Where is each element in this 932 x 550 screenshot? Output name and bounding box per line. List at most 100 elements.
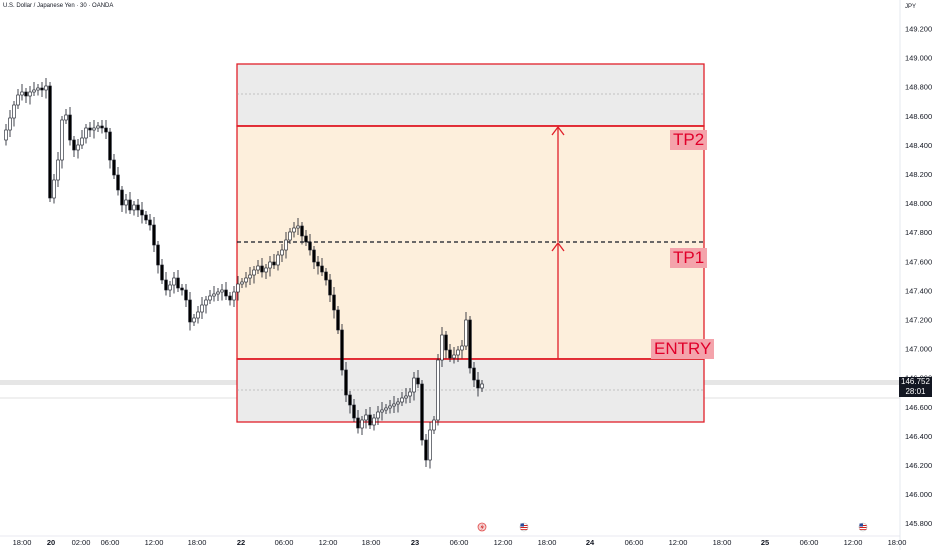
lower-gray-zone[interactable]: [236, 358, 705, 423]
candle-body: [360, 419, 364, 429]
candle-body: [164, 279, 168, 291]
candle-body: [100, 125, 104, 129]
candle-body: [316, 261, 320, 267]
candle-body: [332, 294, 336, 311]
time-tick-label: 25: [761, 538, 769, 547]
candle-body: [108, 131, 112, 161]
candle-body: [276, 254, 280, 266]
candle-body: [440, 334, 444, 361]
candle-body: [204, 299, 208, 306]
candle-body: [372, 417, 376, 426]
price-tick-label: 148.800: [905, 83, 932, 92]
candle-body: [412, 377, 416, 393]
candle-body: [124, 199, 128, 206]
candle-body: [336, 309, 340, 331]
time-tick-label: 12:00: [319, 538, 338, 547]
candle-body: [112, 159, 116, 176]
candle-body: [228, 295, 232, 301]
lightning-event-icon[interactable]: [477, 522, 487, 532]
candle-body: [84, 127, 88, 139]
candle-body: [232, 291, 236, 301]
candle-body: [156, 244, 160, 266]
candle-body: [452, 354, 456, 359]
candle-body: [480, 383, 484, 389]
price-tick-label: 148.200: [905, 170, 932, 179]
time-tick-label: 12:00: [494, 538, 513, 547]
candle-body: [168, 284, 172, 291]
price-tick-label: 146.200: [905, 461, 932, 470]
candle-body: [180, 287, 184, 291]
candle-body: [44, 85, 48, 91]
candle-body: [292, 227, 296, 233]
candle-body: [388, 405, 392, 409]
candle-body: [456, 349, 460, 356]
candle-body: [72, 139, 76, 151]
candle-body: [432, 419, 436, 431]
candle-body: [376, 411, 380, 419]
current-price-value: 146.752: [901, 377, 930, 386]
time-tick-label: 18:00: [188, 538, 207, 547]
candle-body: [476, 379, 480, 389]
candle-body: [244, 277, 248, 283]
candle-body: [312, 249, 316, 263]
candle-body: [128, 199, 132, 211]
candle-body: [132, 204, 136, 211]
candle-body: [320, 265, 324, 273]
candle-body: [148, 219, 152, 226]
symbol-title[interactable]: U.S. Dollar / Japanese Yen · 30 · OANDA: [3, 3, 114, 9]
price-tick-label: 147.400: [905, 286, 932, 295]
price-tick-label: 148.000: [905, 199, 932, 208]
time-tick-label: 06:00: [450, 538, 469, 547]
candle-body: [4, 129, 8, 141]
candle-body: [420, 383, 424, 441]
candle-body: [240, 281, 244, 285]
candle-body: [380, 409, 384, 413]
candle-body: [24, 91, 28, 97]
us-flag-event-icon[interactable]: [858, 522, 868, 532]
candle-body: [68, 114, 72, 141]
candle-body: [328, 279, 332, 296]
price-tick-label: 147.600: [905, 257, 932, 266]
candle-body: [280, 249, 284, 256]
candle-body: [404, 395, 408, 399]
candle-body: [288, 231, 292, 241]
candle-body: [468, 319, 472, 369]
candle-body: [308, 241, 312, 251]
candle-body: [400, 397, 404, 403]
candle-body: [408, 391, 412, 397]
candle-body: [464, 319, 468, 347]
time-axis[interactable]: 18:00 20 02:00 06:00 12:00 18:00 22 06:00 12:00 1…: [13, 538, 907, 547]
candle-body: [196, 311, 200, 319]
upper-gray-zone[interactable]: [236, 63, 705, 127]
price-tick-label: 146.600: [905, 403, 932, 412]
candle-body: [352, 404, 356, 419]
time-tick-label: 18:00: [362, 538, 381, 547]
price-tick-label: 145.800: [905, 519, 932, 528]
candle-body: [160, 264, 164, 281]
us-flag-event-icon[interactable]: [519, 522, 529, 532]
entry-label: ENTRY: [651, 339, 715, 359]
candle-body: [304, 235, 308, 243]
candle-body: [212, 293, 216, 297]
candle-body: [48, 85, 52, 199]
candle-body: [348, 394, 352, 406]
time-tick-label: 18:00: [13, 538, 32, 547]
candle-body: [8, 117, 12, 131]
time-tick-label: 12:00: [669, 538, 688, 547]
candle-body: [460, 345, 464, 351]
candle-body: [20, 91, 24, 96]
candle-body: [448, 349, 452, 359]
time-tick-label: 18:00: [713, 538, 732, 547]
candle-body: [12, 104, 16, 119]
current-price-label: 146.752 28:01: [899, 377, 932, 397]
candle-body: [436, 359, 440, 421]
bar-countdown: 28:01: [905, 387, 926, 396]
candle-body: [268, 261, 272, 269]
candle-body: [356, 417, 360, 429]
time-tick-label: 06:00: [275, 538, 294, 547]
candle-body: [64, 114, 68, 121]
candle-body: [96, 125, 100, 129]
tp2-label: TP2: [670, 130, 708, 150]
candle-body: [36, 87, 40, 91]
